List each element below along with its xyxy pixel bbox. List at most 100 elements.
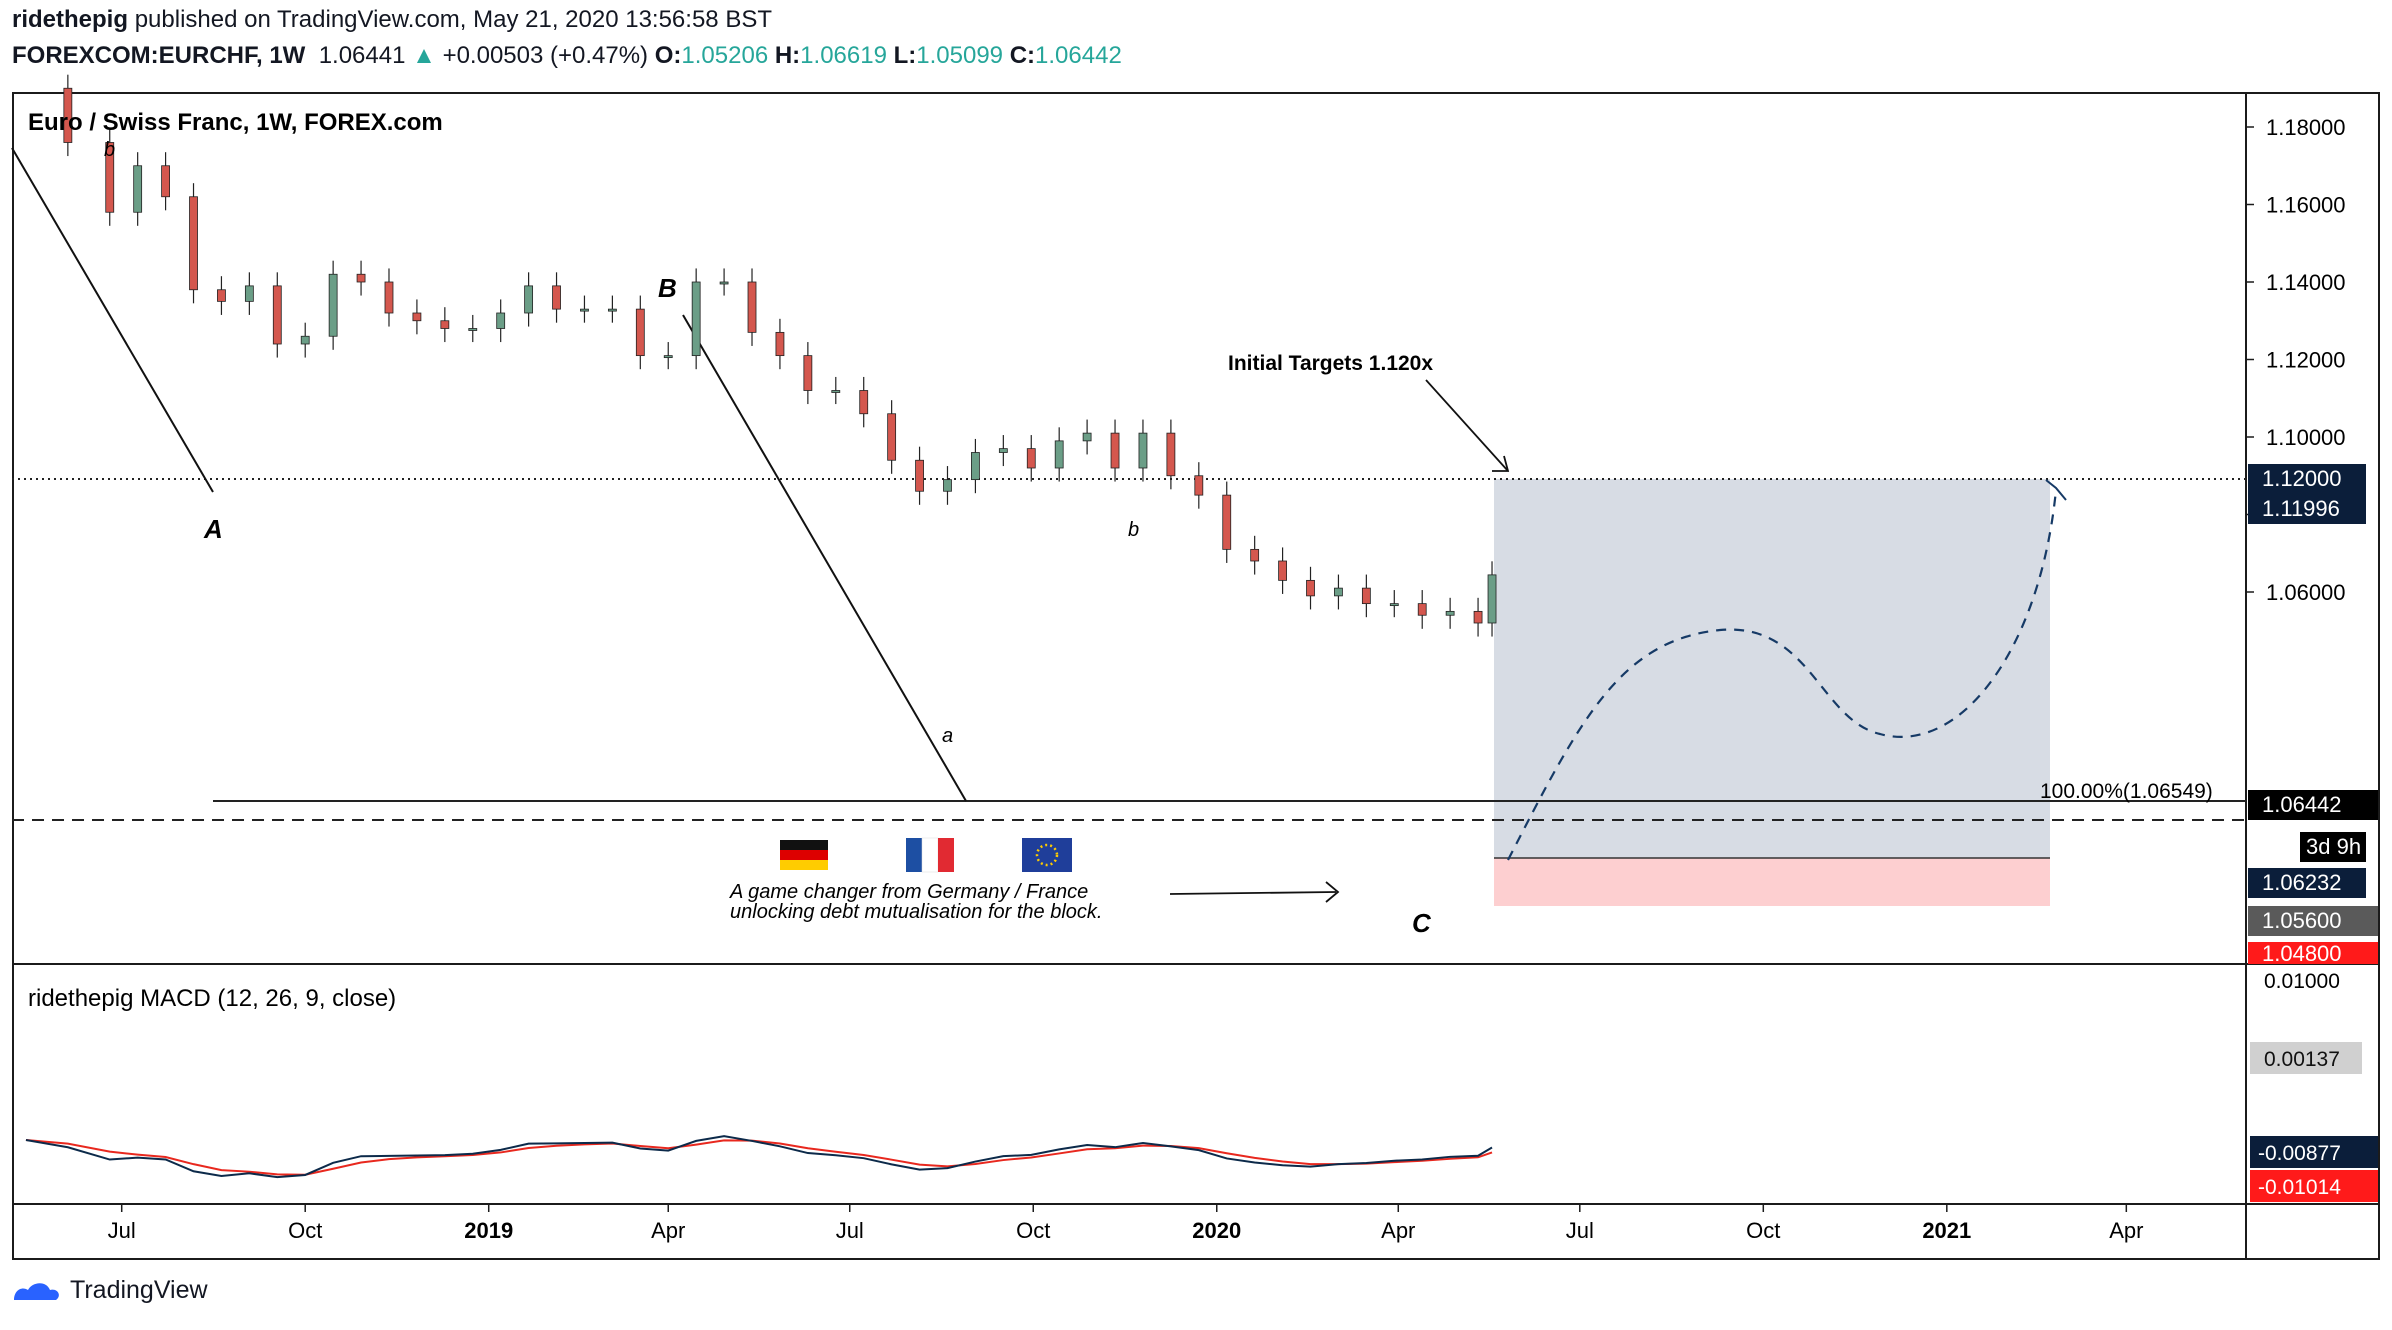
- candle-body: [189, 196, 198, 291]
- published-text: published on TradingView.com, May 21, 20…: [134, 6, 772, 33]
- tradingview-footer[interactable]: TradingView: [12, 1276, 208, 1305]
- price-label-target: 1.12000: [2248, 464, 2366, 494]
- x-tick-label: Oct: [1746, 1218, 1780, 1243]
- candle-body: [1250, 548, 1260, 562]
- macd-signal-line: [25, 1139, 1493, 1176]
- wave-b-small-2: b: [1128, 519, 1139, 541]
- candle-body: [384, 281, 394, 314]
- candle-body: [1389, 603, 1399, 607]
- price-label-entry: 1.06232: [2248, 868, 2366, 898]
- last-price: 1.06441: [318, 42, 406, 69]
- symbol-name[interactable]: FOREXCOM:EURCHF, 1W: [12, 42, 306, 69]
- x-tick-label: 2019: [464, 1218, 513, 1243]
- x-tick-label: Apr: [2109, 1218, 2143, 1243]
- high-value: 1.06619: [800, 42, 887, 69]
- target-zone[interactable]: [1494, 479, 2050, 858]
- tradingview-logo-icon: [14, 1282, 59, 1300]
- candle-body: [244, 285, 254, 302]
- price-label-stop2: 1.04800: [2248, 941, 2378, 966]
- macd-label-signal: -0.01014: [2250, 1170, 2378, 1202]
- projection-path: [1507, 489, 2058, 861]
- tradingview-brand: TradingView: [70, 1276, 208, 1304]
- change-arrow: ▲: [412, 42, 436, 69]
- wave-b-small-1: b: [104, 139, 115, 161]
- candle-body: [775, 331, 785, 357]
- candle-body: [356, 273, 366, 283]
- x-tick-label: Oct: [1016, 1218, 1050, 1243]
- price-label-current: 1.06442: [2248, 790, 2378, 820]
- candle-body: [217, 289, 226, 302]
- y-tick-label: 1.10000: [2266, 425, 2346, 450]
- wave-c-label: C: [1412, 908, 1432, 938]
- low-value: 1.05099: [916, 42, 1004, 69]
- candle-body: [1487, 574, 1497, 624]
- x-tick-label: 2021: [1922, 1218, 1971, 1243]
- candle-body: [412, 312, 422, 322]
- chart-frame: [12, 92, 2380, 1260]
- candle-body: [607, 308, 617, 312]
- candle-body: [1026, 448, 1036, 469]
- wave-b-upper-label: B: [658, 273, 677, 303]
- candle-body: [133, 165, 143, 213]
- candle-body: [1306, 579, 1315, 597]
- x-tick-label: Apr: [1381, 1218, 1415, 1243]
- high-label: H:: [774, 42, 801, 69]
- candle-body: [803, 355, 813, 391]
- svg-text:1.05600: 1.05600: [2262, 908, 2342, 933]
- candle-body: [943, 479, 952, 492]
- candle-body: [1138, 432, 1148, 469]
- candle-body: [1194, 475, 1204, 496]
- x-tick-label: 2020: [1192, 1218, 1241, 1243]
- price-label-countdown: 3d 9h: [2300, 832, 2366, 862]
- svg-text:-0.00877: -0.00877: [2258, 1142, 2341, 1165]
- stop-zone[interactable]: [1494, 858, 2050, 906]
- svg-text:1.04800: 1.04800: [2262, 941, 2342, 966]
- svg-text:0.00137: 0.00137: [2264, 1048, 2340, 1071]
- candle-body: [552, 285, 561, 310]
- candle-body: [635, 308, 645, 357]
- svg-text:3d 9h: 3d 9h: [2306, 834, 2361, 859]
- close-label: C:: [1009, 42, 1036, 69]
- candle-body: [915, 459, 924, 492]
- y-tick-label: 1.18000: [2266, 115, 2346, 140]
- publisher-name[interactable]: ridethepig: [12, 6, 129, 33]
- symbol-line: FOREXCOM:EURCHF, 1W 1.06441 ▲ +0.00503 (…: [12, 42, 1122, 70]
- candle-body: [524, 285, 534, 314]
- wave-a-small: a: [942, 725, 953, 747]
- candle-body: [328, 273, 338, 337]
- svg-text:1.06232: 1.06232: [2262, 870, 2342, 895]
- publish-line: ridethepig published on TradingView.com,…: [12, 6, 772, 34]
- price-label-target2: 1.11996: [2248, 494, 2366, 524]
- candle-body: [691, 281, 701, 357]
- candle-body: [1166, 432, 1176, 477]
- targets-note: Initial Targets 1.120x: [1228, 352, 1433, 375]
- candle-body: [1054, 440, 1064, 469]
- candle-body: [105, 142, 115, 213]
- svg-text:1.06442: 1.06442: [2262, 792, 2342, 817]
- y-tick-label: 1.14000: [2266, 270, 2346, 295]
- macd-label-hist: 0.00137: [2250, 1042, 2362, 1074]
- macd-axis-top: 0.01000: [2264, 970, 2340, 993]
- x-tick-label: Apr: [651, 1218, 685, 1243]
- close-value: 1.06442: [1035, 42, 1122, 69]
- price-change: +0.00503 (+0.47%): [442, 42, 649, 69]
- candle-body: [1334, 587, 1343, 597]
- candle-body: [1110, 432, 1120, 469]
- open-value: 1.05206: [681, 42, 769, 69]
- price-label-stop: 1.05600: [2248, 906, 2378, 936]
- candle-body: [300, 335, 310, 345]
- x-tick-label: Jul: [108, 1218, 136, 1243]
- candle-body: [663, 355, 673, 359]
- candle-body: [998, 448, 1008, 453]
- candle-body: [747, 281, 757, 333]
- time-axis[interactable]: Jul Oct 2019 Apr Jul Oct 2020 Apr Jul Oct 2021 Apr: [108, 1204, 2144, 1243]
- open-label: O:: [654, 42, 682, 69]
- y-tick-label: 1.12000: [2266, 348, 2346, 373]
- candle-body: [496, 312, 506, 329]
- candle-body: [468, 328, 478, 331]
- candle-body: [831, 390, 841, 393]
- candle-body: [1445, 610, 1455, 616]
- candle-body: [1222, 494, 1232, 550]
- price-axis[interactable]: 1.180001.160001.140001.120001.100001.080…: [2246, 115, 2346, 605]
